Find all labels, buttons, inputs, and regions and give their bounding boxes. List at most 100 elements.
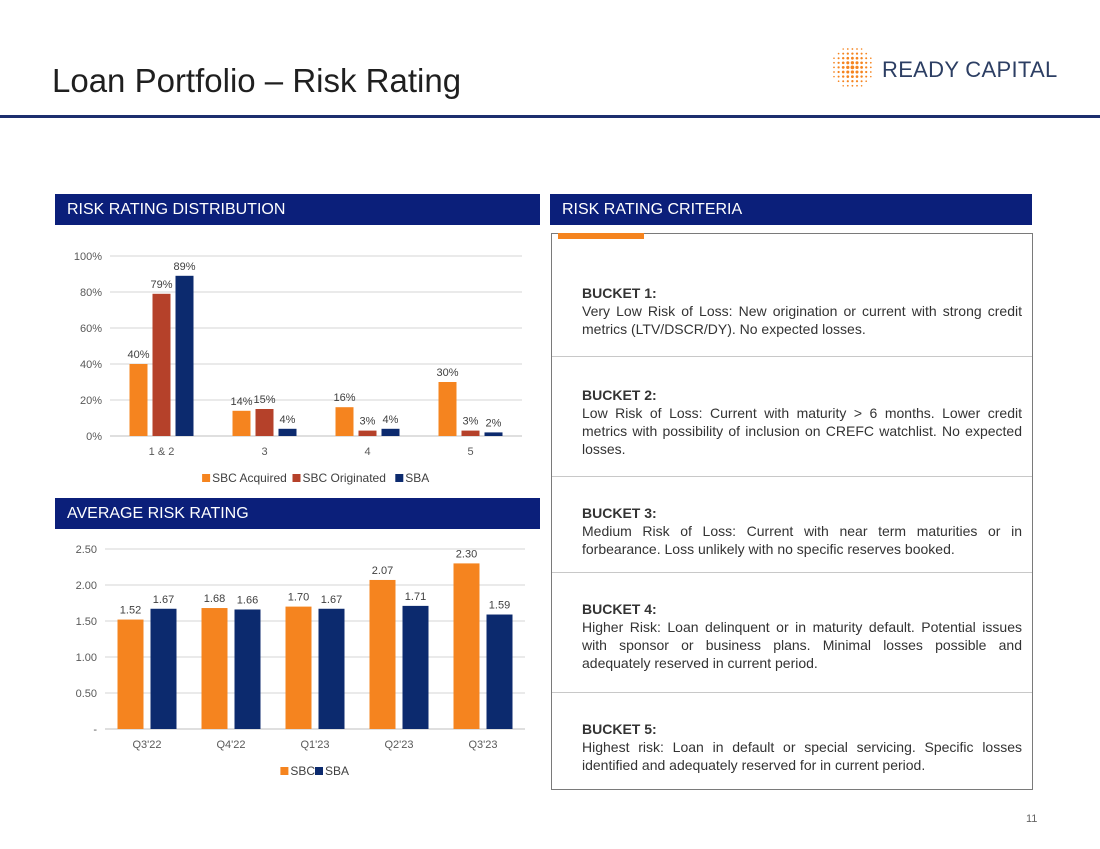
bucket-divider [552,356,1032,357]
logo-dot [837,61,840,64]
logo-dot [855,52,859,55]
logo-dot [846,84,849,87]
logo-dot [850,65,855,70]
logo-dot [837,70,840,74]
logo-dot [865,52,868,55]
bar [402,605,429,729]
bar [369,579,396,729]
data-label: 1.71 [405,591,426,603]
logo-dot [851,52,854,55]
logo-dot [841,70,845,74]
logo-dot [846,75,850,78]
bucket-2: BUCKET 2: Low Risk of Loss: Current with … [552,386,1032,458]
data-label: 4% [280,414,296,426]
logo-dot [865,61,868,64]
logo-dot [865,75,868,78]
logo-dot [846,52,849,55]
data-label: 3% [463,416,479,428]
average-header: AVERAGE RISK RATING [55,498,540,529]
page-title: Loan Portfolio – Risk Rating [52,62,462,99]
legend-swatch [315,767,323,775]
x-tick-label: 1 & 2 [149,446,175,458]
data-label: 1.66 [237,594,258,606]
data-label: 30% [436,367,458,379]
logo-dot [855,75,859,78]
bucket-divider [552,476,1032,477]
x-tick-label: Q1'23 [300,739,329,751]
data-label: 40% [127,349,149,361]
logo-dot [850,61,855,65]
data-label: 1.67 [153,594,174,606]
data-label: 1.70 [288,592,309,604]
x-tick-label: Q2'23 [384,739,413,751]
logo-dot [851,84,854,87]
x-tick-label: Q4'22 [216,739,245,751]
logo-dot [870,75,872,78]
data-label: 1.68 [204,593,225,605]
bucket-description: Low Risk of Loss: Current with maturity … [582,405,1022,457]
bucket-divider [552,572,1032,573]
bar [201,608,228,729]
logo-dot [842,48,844,50]
bar [453,563,480,729]
bar [255,409,274,436]
risk-distribution-chart: 0% 20% 40% 60% 80% 100% 40% 79%89% 1 & 2 14% 15% 4%… [74,251,522,485]
logo-dot [842,85,844,87]
data-label: 15% [253,394,275,406]
logo-dot-grid-icon [833,48,872,87]
logo-dot [870,57,872,59]
bar [461,430,480,436]
logo-dot [841,66,845,69]
ready-capital-logo: READY CAPITAL [828,44,1058,92]
data-label: 14% [230,396,252,408]
logo-dot [846,61,850,65]
logo-dot [846,48,849,50]
logo-dot [846,80,849,83]
y-tick-label: 1.00 [76,652,97,664]
criteria-panel: BUCKET 1: Very Low Risk of Loss: New orig… [551,233,1033,790]
logo-dot [856,84,858,87]
logo-dot [837,66,840,69]
x-tick-label: 3 [261,446,267,458]
data-label: 89% [173,261,195,273]
y-tick-label: 100% [74,251,102,263]
logo-dot [860,57,863,60]
bucket-1: BUCKET 1: Very Low Risk of Loss: New orig… [552,284,1032,338]
logo-dot [860,52,863,55]
data-label: 16% [333,392,355,404]
data-label: 3% [360,416,376,428]
bar [232,410,251,436]
bar [152,293,171,436]
data-label: 2.30 [456,548,477,560]
logo-dot [846,70,850,74]
logo-dot [846,56,850,60]
logo-dot [846,65,850,70]
logo-dot [842,52,845,55]
y-tick-label: 60% [80,323,102,335]
y-tick-label: 0% [86,431,102,443]
average-risk-chart: - 0.50 1.00 1.50 2.00 2.50 1.52 1.67 Q3'22 1.68 1.… [76,544,525,778]
distribution-header: RISK RATING DISTRIBUTION [55,194,540,225]
x-tick-label: 5 [467,446,473,458]
bar [117,619,144,729]
bucket-title: BUCKET 3: [582,505,657,521]
x-tick-label: 4 [364,446,370,458]
data-label: 1.52 [120,605,141,617]
y-tick-label: - [93,724,97,736]
legend-swatch [202,474,211,482]
data-label: 2% [486,417,502,429]
bucket-title: BUCKET 4: [582,601,657,617]
data-label: 79% [150,279,172,291]
bar [285,606,312,729]
y-tick-label: 2.50 [76,544,97,556]
bar [358,430,377,436]
title-divider [0,115,1100,118]
y-tick-label: 2.00 [76,580,97,592]
legend-swatch [280,767,289,775]
page-number: 11 [1026,813,1038,825]
bar [381,428,400,436]
bucket-description: Medium Risk of Loss: Current with near t… [582,523,1022,557]
data-label: 4% [383,414,399,426]
bar [234,609,261,729]
criteria-accent-bar [558,233,644,239]
